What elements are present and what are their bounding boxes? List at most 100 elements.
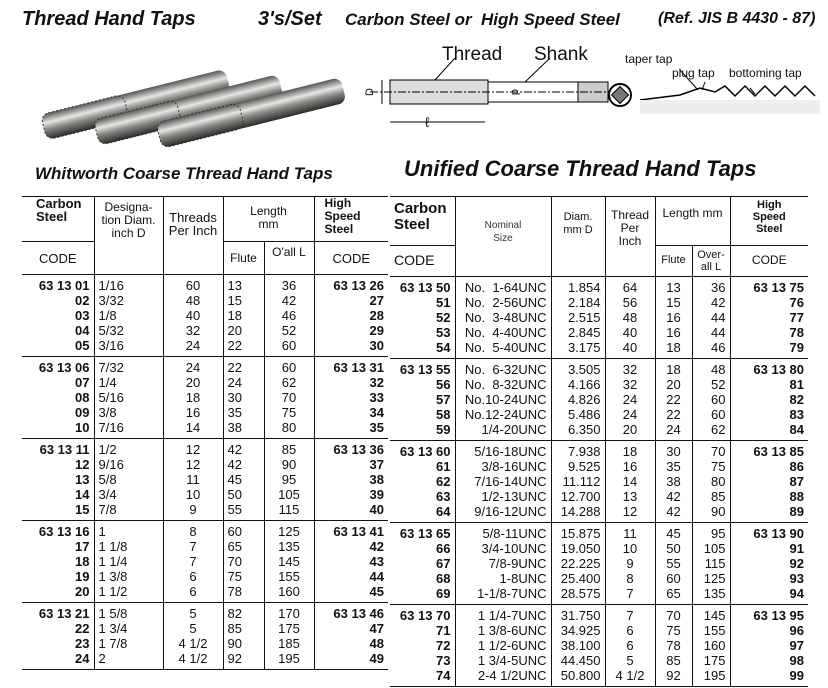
flute-value: 13: [666, 280, 681, 295]
flute-cell: 60 65 70 75 78: [222, 520, 264, 603]
tpi-value: 40: [185, 308, 201, 323]
set-label: 3's/Set: [258, 8, 322, 30]
tpi-value: 10: [622, 541, 638, 556]
carbon-value: 66: [436, 541, 451, 556]
tpi-value: 60: [185, 278, 201, 293]
diam-value: 2.515: [567, 310, 601, 325]
flute-cell: 42 42 45 50 55: [222, 438, 264, 521]
carbon-value: 13: [75, 472, 90, 487]
flute-value: 22: [227, 360, 242, 375]
hss-value: 32: [369, 375, 384, 390]
diam-value: 1 3/4: [98, 621, 128, 636]
taps-photo: [41, 70, 345, 148]
carbon-steel-header: Carbon Steel: [22, 196, 94, 242]
hss-value: 47: [369, 621, 384, 636]
tpi-value: 4 1/2: [615, 668, 645, 683]
hss-value: 63 13 41: [333, 524, 384, 539]
carbon-value: 62: [436, 474, 451, 489]
overall-header: O'all L: [263, 241, 314, 275]
overall-value: 95: [711, 526, 726, 541]
flute-cell: 22 24 30 35 38: [222, 356, 264, 439]
hss-cell: 63 13 85 86 87 88 89: [729, 440, 808, 523]
carbon-value: 05: [75, 338, 90, 353]
tpi-value: 12: [185, 442, 201, 457]
tpi-value: 16: [185, 405, 201, 420]
tpi-value: 14: [622, 474, 638, 489]
overall-value: 115: [704, 556, 726, 571]
hss-cell: 63 13 75 76 77 78 79: [729, 276, 808, 359]
tpi-value: 24: [622, 407, 638, 422]
carbon-value: 12: [75, 457, 90, 472]
overall-cell: 145 155 160 175 195: [691, 604, 730, 687]
hss-value: 35: [369, 420, 384, 435]
thread-per-inch-header: Thread Per Inch: [604, 196, 655, 277]
overall-value: 75: [711, 459, 726, 474]
hss-cell: 63 13 90 91 92 93 94: [729, 522, 808, 605]
size-value: No. 2-56UNC: [464, 295, 547, 310]
flute-value: 16: [666, 325, 681, 340]
code-header: CODE: [390, 245, 455, 277]
carbon-steel-header: Carbon Steel: [390, 196, 455, 246]
overall-value: 70: [711, 444, 726, 459]
tap-types-diagram: [640, 70, 820, 114]
carbon-steel-header-text: Carbon Steel: [394, 200, 447, 233]
designation-header: Designa-tion Diam. inch D: [93, 196, 163, 275]
tpi-value: 14: [185, 420, 201, 435]
overall-value: 42: [281, 293, 297, 308]
flute-value: 38: [666, 474, 681, 489]
diam-value: 15.875: [560, 526, 601, 541]
hss-value: 86: [789, 459, 804, 474]
size-value: 1 1/2-6UNC: [477, 638, 547, 653]
overall-cell: 95 105 115 125 135: [691, 522, 730, 605]
diam-value: 7.938: [567, 444, 601, 459]
table-row-group: 63 13 21 22 23 24 1 5/8 1 3/4 1 7/8 2 5 5 4 1/2 4 1…: [22, 602, 388, 670]
nominal-size-header: Nominal Size: [454, 196, 551, 277]
hss-value: 45: [369, 584, 384, 599]
diam-value: 14.288: [560, 504, 601, 519]
carbon-cell: 63 13 60 61 62 63 64: [390, 440, 455, 523]
tpi-value: 24: [185, 338, 201, 353]
flute-value: 20: [666, 377, 681, 392]
diam-value: 2.184: [567, 295, 601, 310]
diam-value: 1/4: [98, 375, 117, 390]
hss-value: 37: [369, 457, 384, 472]
overall-value: 60: [281, 338, 297, 353]
tpi-value: 11: [623, 526, 637, 541]
hss-value: 48: [369, 636, 384, 651]
size-cell: 5/8-11UNC 3/4-10UNC 7/8-9UNC 1-8UNC 1-1/8-7U…: [454, 522, 551, 605]
carbon-value: 15: [75, 502, 90, 517]
diam-cell: 15.875 19.050 22.225 25.400 28.575: [550, 522, 605, 605]
diam-value: 3/32: [98, 293, 124, 308]
diam-cell: 1/16 3/32 1/8 5/32 3/16: [93, 274, 163, 357]
hss-value: 87: [789, 474, 804, 489]
diam-value: 7/16: [98, 420, 124, 435]
tpi-value: 9: [626, 556, 634, 571]
threads-header: Threads Per Inch: [162, 196, 223, 275]
bottoming-tap-label: bottoming tap: [729, 66, 802, 80]
overall-cell: 170 175 185 195: [263, 602, 314, 670]
tpi-value: 32: [622, 377, 638, 392]
overall-value: 160: [278, 584, 300, 599]
diam-value: 2.845: [567, 325, 601, 340]
hss-value: 38: [369, 472, 384, 487]
tpi-value: 11: [186, 472, 200, 487]
diam-value: 3/16: [98, 338, 124, 353]
carbon-value: 24: [75, 651, 90, 666]
overall-value: 60: [711, 407, 726, 422]
flute-cell: 13 15 16 16 18: [654, 276, 692, 359]
hss-header: High Speed Steel: [313, 196, 388, 242]
reference-label: (Ref. JIS B 4430 - 87): [658, 10, 816, 27]
diam-value: 3/8: [98, 405, 117, 420]
hss-cell: 63 13 36 37 38 39 40: [313, 438, 388, 521]
diam-value: 1 7/8: [98, 636, 128, 651]
carbon-cell: 63 13 01 02 03 04 05: [22, 274, 94, 357]
flute-value: 18: [227, 308, 242, 323]
overall-value: 52: [281, 323, 297, 338]
size-value: No.12-24UNC: [464, 407, 547, 422]
table-row-group: 63 13 16 17 18 19 20 1 1 1/8 1 1/4 1 3/8 1 1/2 8 7 7…: [22, 520, 388, 603]
overall-cell: 85 90 95 105 115: [263, 438, 314, 521]
carbon-cell: 63 13 50 51 52 53 54: [390, 276, 455, 359]
size-value: 7/8-9UNC: [488, 556, 547, 571]
